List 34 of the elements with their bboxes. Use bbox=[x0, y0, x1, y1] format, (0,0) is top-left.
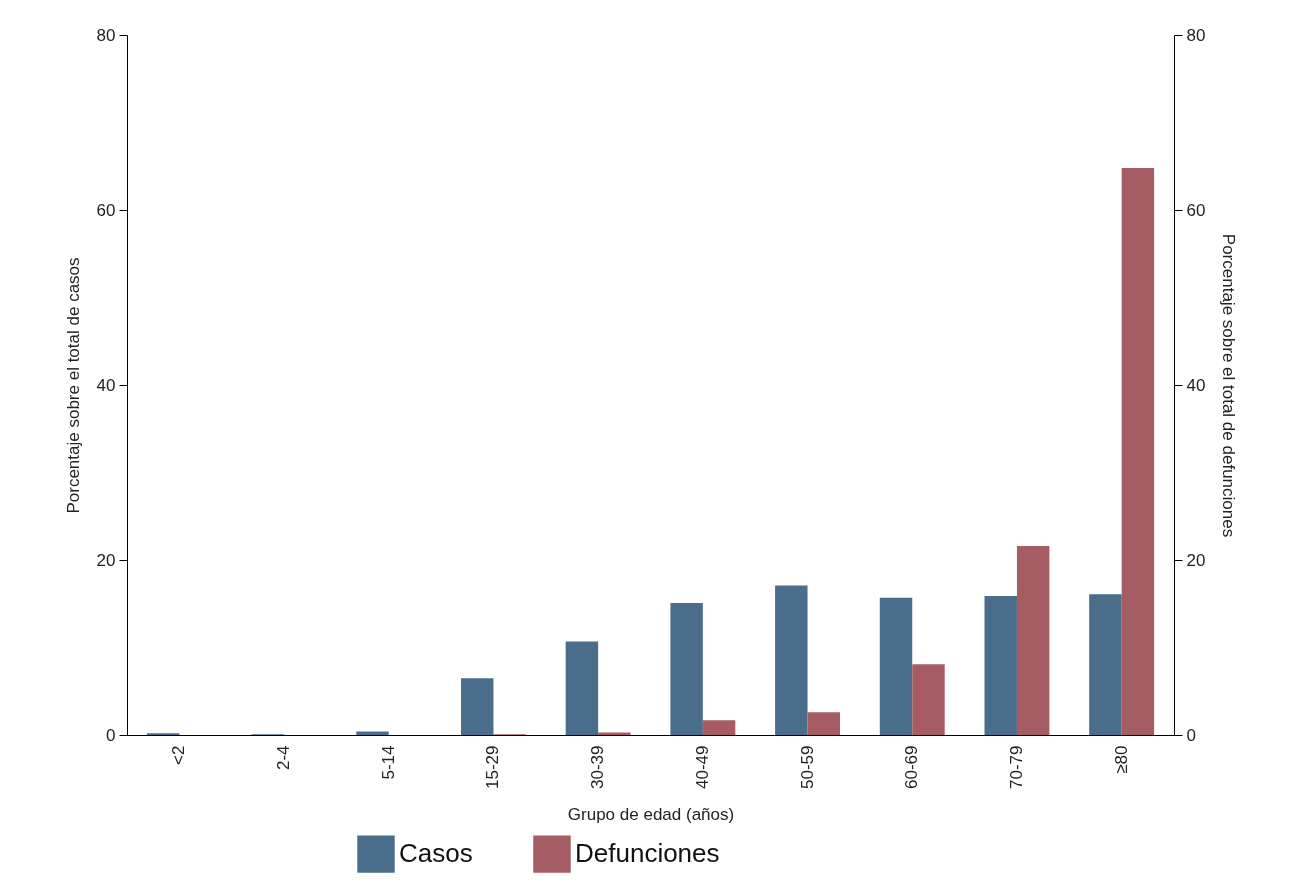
x-tick-label: 60-69 bbox=[902, 745, 922, 789]
bar bbox=[702, 720, 736, 735]
y-tick-label: 20 bbox=[96, 550, 116, 570]
y2-tick-label: 20 bbox=[1186, 550, 1206, 570]
x-tick-label: 15-29 bbox=[483, 745, 503, 789]
bar bbox=[775, 585, 808, 735]
bar bbox=[565, 641, 599, 735]
y-axis-title: Porcentaje sobre el total de casos bbox=[63, 257, 83, 514]
legend-label: Defunciones bbox=[575, 838, 720, 869]
bar bbox=[807, 712, 841, 735]
y2-axis-title: Porcentaje sobre el total de defunciones bbox=[1219, 233, 1239, 538]
x-tick-label: ≥80 bbox=[1111, 745, 1131, 774]
bar bbox=[460, 678, 494, 735]
bar bbox=[598, 732, 631, 735]
x-tick-label: 30-39 bbox=[588, 745, 608, 789]
x-tick-label: 5-14 bbox=[378, 745, 398, 780]
y2-tick-label: 0 bbox=[1186, 725, 1196, 745]
x-tick-label: 2-4 bbox=[274, 745, 294, 771]
y2-tick-label: 60 bbox=[1186, 200, 1206, 220]
x-tick-label: 40-49 bbox=[692, 745, 712, 789]
legend-label: Casos bbox=[399, 838, 473, 869]
x-tick-label: 70-79 bbox=[1006, 745, 1026, 789]
bar bbox=[670, 602, 703, 735]
x-axis-title: Grupo de edad (años) bbox=[567, 804, 735, 824]
y2-tick-label: 80 bbox=[1186, 25, 1206, 45]
y-tick-label: 60 bbox=[96, 200, 116, 220]
y-tick-label: 80 bbox=[96, 25, 116, 45]
y2-tick-label: 40 bbox=[1186, 375, 1206, 395]
bar bbox=[1121, 168, 1155, 735]
y-tick-label: 0 bbox=[106, 725, 116, 745]
x-tick-label: 50-59 bbox=[797, 745, 817, 789]
bar bbox=[1089, 594, 1122, 735]
x-tick-label: <2 bbox=[169, 745, 189, 765]
y-tick-label: 40 bbox=[96, 375, 116, 395]
